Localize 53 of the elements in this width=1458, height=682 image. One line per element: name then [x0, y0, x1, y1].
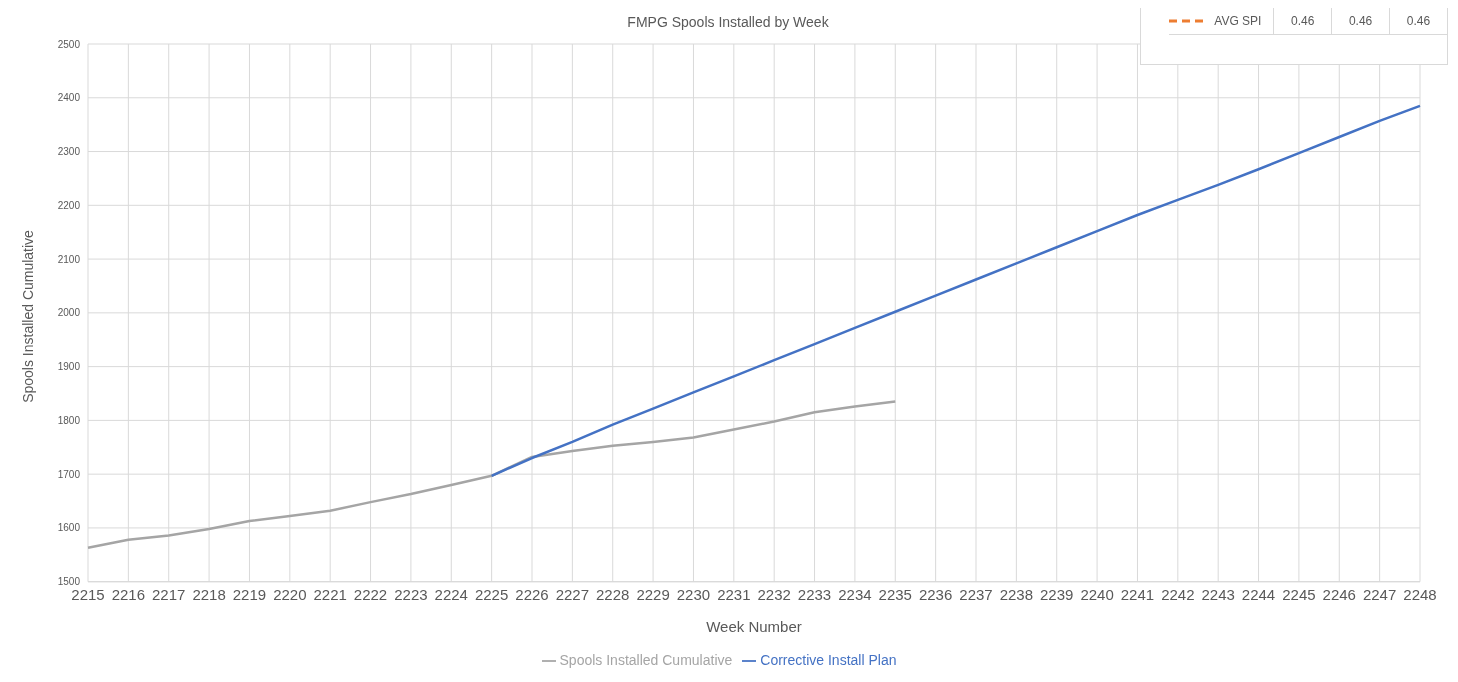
x-tick-label: 2228 [596, 586, 630, 604]
table-frame: AVG SPI 0.46 0.46 0.46 [1140, 8, 1448, 65]
x-tick-label: 2218 [192, 586, 226, 604]
x-tick-label: 2236 [918, 586, 953, 604]
x-tick-label: 2222 [353, 586, 388, 604]
y-tick-label: 2000 [57, 307, 81, 319]
x-tick-label: 2220 [273, 586, 307, 604]
x-tick-label: 2238 [999, 586, 1034, 604]
x-tick-label: 2232 [757, 586, 791, 604]
x-tick-label: 2237 [959, 586, 993, 604]
y-tick-label: 1500 [57, 576, 81, 588]
y-tick-label: 2400 [57, 92, 81, 104]
chart-title: FMPG Spools Installed by Week [627, 14, 829, 30]
x-tick-label: 2246 [1322, 586, 1356, 604]
x-tick-label: 2231 [717, 586, 751, 604]
line-series [86, 400, 897, 550]
line-series [490, 104, 1422, 478]
x-tick-label: 2242 [1161, 586, 1195, 604]
x-tick-label: 2243 [1201, 586, 1235, 604]
x-tick-label: 2226 [515, 586, 549, 604]
x-tick-label: 2241 [1120, 586, 1155, 604]
x-tick-label: 2227 [555, 586, 590, 604]
y-tick-label: 2200 [57, 199, 81, 211]
x-tick-label: 2244 [1241, 586, 1276, 604]
y-tick-label: 2300 [57, 146, 81, 158]
x-tick-label: 2216 [111, 586, 146, 604]
x-tick-label: 2230 [676, 586, 711, 604]
x-tick-label: 2215 [71, 586, 105, 604]
y-axis-title: Spools Installed Cumulative [19, 229, 36, 403]
y-tick-label: 1800 [57, 414, 81, 426]
x-tick-label: 2245 [1282, 586, 1316, 604]
x-tick-label: 2224 [434, 586, 468, 604]
y-tick-label: 1700 [57, 468, 81, 480]
x-tick-label: 2240 [1080, 586, 1114, 604]
x-axis-title: Week Number [706, 617, 802, 635]
x-tick-label: 2233 [797, 586, 832, 604]
x-tick-label: 2225 [474, 586, 509, 604]
x-tick-label: 2248 [1403, 586, 1437, 604]
y-tick-label: 2500 [57, 38, 81, 50]
y-tick-label: 2100 [57, 253, 81, 265]
x-tick-label: 2234 [838, 586, 872, 604]
x-tick-label: 2219 [232, 586, 267, 604]
x-tick-label: 2235 [878, 586, 912, 604]
x-tick-label: 2217 [152, 586, 186, 604]
x-tick-label: 2239 [1040, 586, 1074, 604]
y-tick-label: 1900 [57, 361, 81, 373]
x-tick-label: 2229 [636, 586, 670, 604]
x-tick-label: 2247 [1362, 586, 1397, 604]
y-tick-label: 1600 [57, 522, 81, 534]
legend-label: Corrective Install Plan [760, 651, 897, 668]
legend-label: Spools Installed Cumulative [559, 651, 733, 668]
x-tick-label: 2223 [394, 586, 428, 604]
x-tick-label: 2221 [313, 586, 347, 604]
